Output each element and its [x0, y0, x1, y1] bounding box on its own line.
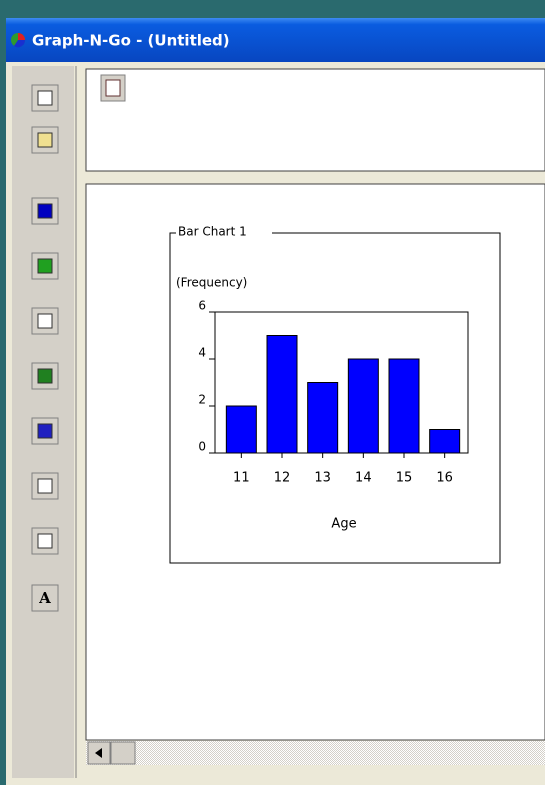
scroll-thumb[interactable]: [111, 742, 135, 764]
y-tick-label: 2: [198, 393, 206, 407]
tool-text: A: [38, 589, 51, 607]
x-tick-label: 16: [436, 471, 453, 486]
y-axis-label: (Frequency): [176, 276, 247, 290]
page: {"window": {"title": "Graph-N-Go - (Unti…: [0, 0, 545, 800]
bar: [430, 430, 460, 454]
x-tick-label: 14: [355, 471, 372, 486]
bar: [348, 359, 378, 453]
screen: Graph-N-Go - (Untitled) A Bar Chart 1 (F…: [0, 0, 545, 800]
x-tick-label: 15: [396, 471, 413, 486]
status-strip: [0, 785, 545, 800]
tool-icon: [38, 424, 52, 438]
bar: [226, 406, 256, 453]
table-icon: [106, 80, 120, 96]
chart-title: Bar Chart 1: [178, 225, 247, 239]
x-tick-label: 12: [274, 471, 291, 486]
x-tick-label: 11: [233, 471, 250, 486]
y-tick-label: 0: [198, 440, 206, 454]
bar: [267, 336, 297, 454]
tool-icon: [38, 479, 52, 493]
tool-icon: [38, 259, 52, 273]
tool-icon: [38, 91, 52, 105]
x-axis-label: Age: [331, 517, 356, 532]
tool-icon: [38, 133, 52, 147]
x-tick-label: 13: [314, 471, 331, 486]
window-title: Graph-N-Go - (Untitled): [32, 32, 230, 50]
tool-icon: [38, 369, 52, 383]
tool-icon: [38, 314, 52, 328]
tool-icon: [38, 534, 52, 548]
top-panel: [86, 69, 545, 171]
y-tick-label: 6: [198, 299, 206, 313]
bar: [389, 359, 419, 453]
y-tick-label: 4: [198, 346, 206, 360]
bar: [308, 383, 338, 454]
canvas: [86, 184, 545, 740]
tool-icon: [38, 204, 52, 218]
scrollbar[interactable]: [86, 741, 545, 765]
